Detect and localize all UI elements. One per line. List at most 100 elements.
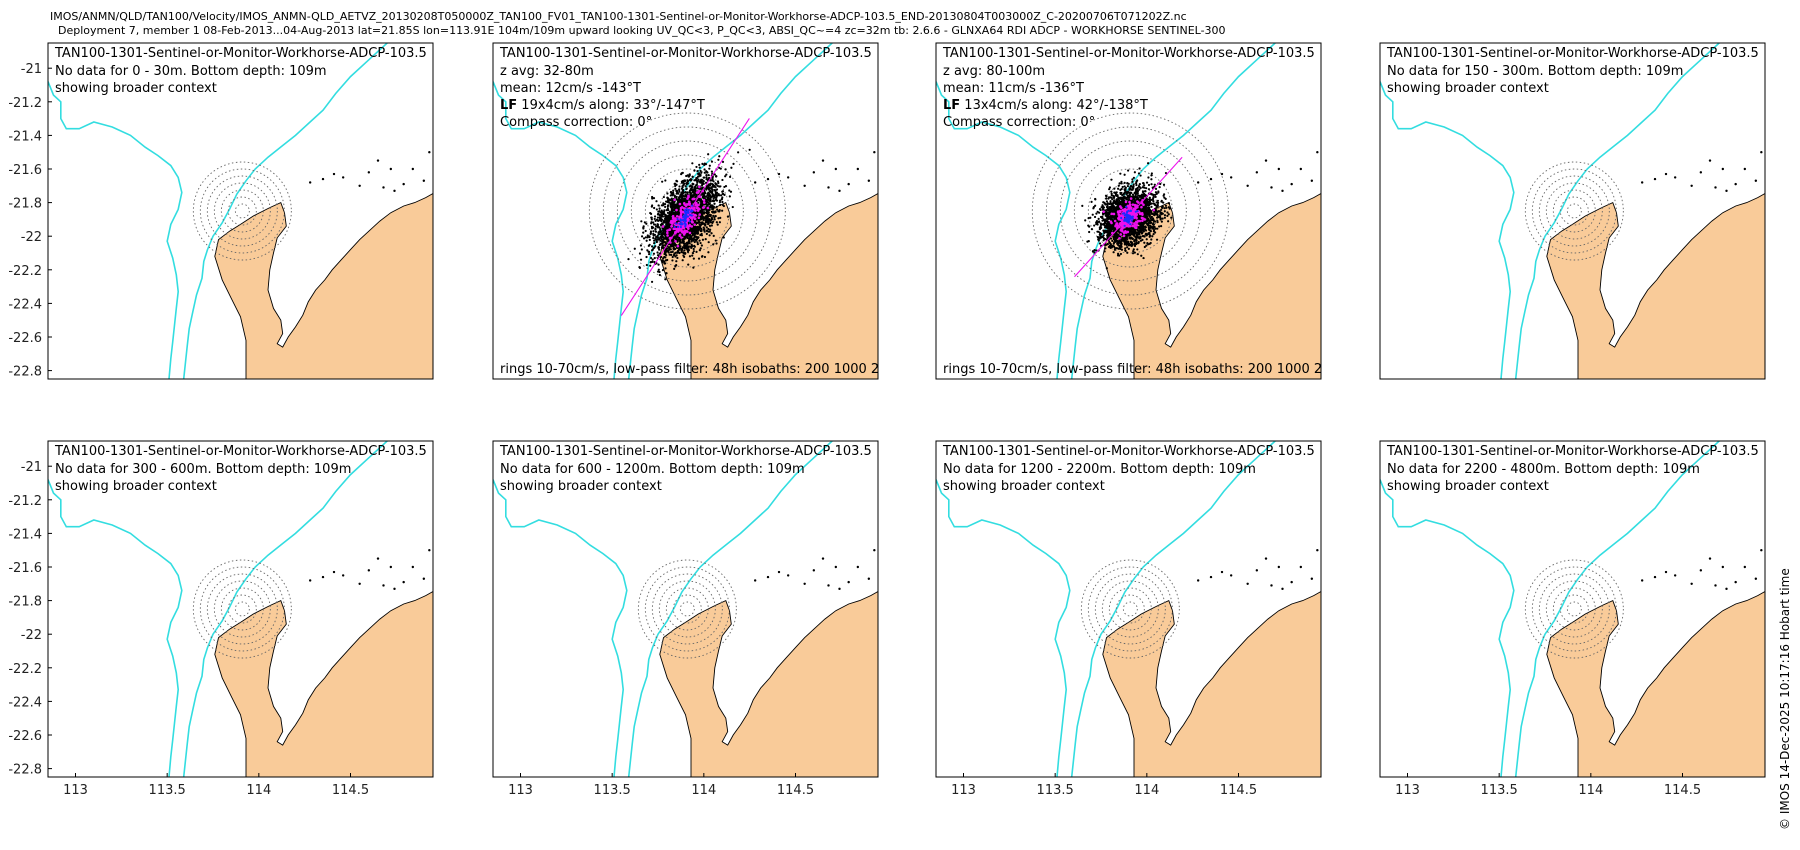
velocity-sample-point xyxy=(1088,230,1091,234)
velocity-sample-point xyxy=(665,247,668,250)
velocity-sample-point xyxy=(719,203,722,207)
velocity-sample-point xyxy=(688,191,692,194)
velocity-sample-point xyxy=(669,199,673,202)
velocity-sample-point xyxy=(1133,251,1136,254)
velocity-sample-point xyxy=(1124,249,1127,252)
velocity-sample-point xyxy=(708,164,711,167)
velocity-sample-point xyxy=(709,189,712,192)
velocity-sample-point xyxy=(709,182,712,185)
velocity-sample-point xyxy=(654,245,657,248)
lowpass-sample-point xyxy=(697,216,701,220)
velocity-sample-point xyxy=(707,211,710,214)
panel-title: TAN100-1301-Sentinel-or-Monitor-Workhors… xyxy=(54,46,427,61)
velocity-sample-point xyxy=(688,173,691,176)
lowpass-sample-point xyxy=(668,228,671,232)
velocity-sample-point xyxy=(656,213,660,216)
velocity-sample-point xyxy=(721,196,724,199)
velocity-sample-point xyxy=(652,236,655,240)
island-marker xyxy=(1316,151,1319,154)
velocity-sample-point xyxy=(1136,248,1139,251)
velocity-sample-point xyxy=(710,186,713,189)
island-marker xyxy=(411,167,415,171)
lowpass-sample-point xyxy=(674,239,677,243)
island-marker xyxy=(1255,171,1259,174)
velocity-sample-point xyxy=(663,262,667,265)
velocity-sample-point xyxy=(657,245,660,249)
velocity-sample-point xyxy=(656,216,660,219)
velocity-sample-point xyxy=(678,190,681,193)
lowpass-sample-point xyxy=(701,206,705,209)
velocity-sample-point xyxy=(1119,188,1122,191)
velocity-sample-point xyxy=(671,191,675,194)
mean-velocity-point xyxy=(675,222,678,225)
island-marker xyxy=(1196,181,1200,184)
velocity-sample-point xyxy=(713,185,716,188)
velocity-sample-point xyxy=(699,241,702,245)
velocity-sample-point xyxy=(661,240,664,243)
isobath-line xyxy=(48,81,183,379)
velocity-sample-point xyxy=(705,174,708,177)
velocity-sample-point xyxy=(709,197,712,200)
velocity-sample-point xyxy=(676,240,679,243)
velocity-sample-point xyxy=(705,216,708,219)
velocity-ring-70 xyxy=(192,161,292,261)
panel-title: TAN100-1301-Sentinel-or-Monitor-Workhors… xyxy=(499,46,872,61)
velocity-sample-point xyxy=(1156,216,1159,219)
velocity-sample-point xyxy=(664,259,668,262)
velocity-sample-point xyxy=(668,210,671,213)
velocity-sample-point xyxy=(721,190,725,193)
island-marker xyxy=(358,184,361,187)
velocity-sample-point xyxy=(1121,185,1124,189)
velocity-sample-point xyxy=(683,244,686,247)
isobath-line xyxy=(936,81,1071,379)
lowpass-sample-point xyxy=(697,203,700,207)
velocity-sample-point xyxy=(652,197,656,200)
velocity-sample-point xyxy=(1108,188,1111,191)
lowpass-sample-point xyxy=(691,197,695,201)
velocity-sample-point xyxy=(1148,215,1151,218)
velocity-sample-point xyxy=(666,211,670,214)
velocity-sample-point xyxy=(672,245,675,248)
velocity-sample-point xyxy=(664,249,667,253)
velocity-sample-point xyxy=(681,190,684,193)
velocity-sample-point xyxy=(703,230,706,233)
velocity-sample-point xyxy=(1147,176,1150,179)
velocity-sample-point xyxy=(702,212,705,215)
velocity-sample-point xyxy=(716,180,720,183)
lowpass-sample-point xyxy=(679,206,683,210)
velocity-sample-point xyxy=(690,200,694,203)
velocity-sample-point xyxy=(652,230,655,233)
velocity-sample-point xyxy=(1148,200,1152,203)
velocity-sample-point xyxy=(1131,178,1134,181)
velocity-sample-point xyxy=(655,208,658,211)
velocity-sample-point xyxy=(715,175,718,178)
velocity-sample-point xyxy=(652,221,655,224)
velocity-sample-point xyxy=(649,211,652,215)
velocity-sample-point xyxy=(724,185,728,188)
velocity-sample-point xyxy=(657,232,660,236)
lowpass-sample-point xyxy=(698,213,701,216)
velocity-sample-point xyxy=(1131,193,1135,196)
velocity-sample-point xyxy=(694,219,697,223)
velocity-sample-point xyxy=(653,223,657,226)
lowpass-sample-point xyxy=(686,230,689,233)
mean-velocity-point xyxy=(679,225,682,229)
velocity-sample-point xyxy=(1150,238,1153,241)
velocity-sample-point xyxy=(651,195,654,199)
velocity-sample-point xyxy=(661,259,664,262)
velocity-sample-point xyxy=(645,263,648,267)
lowpass-sample-point xyxy=(675,208,678,212)
velocity-sample-point xyxy=(676,238,679,241)
velocity-sample-point xyxy=(695,212,698,215)
velocity-sample-point xyxy=(683,237,686,240)
panel-info-line: showing broader context xyxy=(55,81,217,96)
velocity-sample-point xyxy=(708,167,711,170)
lowpass-sample-point xyxy=(678,202,682,206)
velocity-sample-point xyxy=(670,197,673,200)
velocity-sample-point xyxy=(709,214,712,218)
velocity-sample-point xyxy=(670,209,673,212)
velocity-sample-point xyxy=(658,226,661,229)
velocity-sample-point xyxy=(693,240,696,244)
velocity-sample-point xyxy=(1147,188,1151,191)
velocity-sample-point xyxy=(650,245,654,248)
